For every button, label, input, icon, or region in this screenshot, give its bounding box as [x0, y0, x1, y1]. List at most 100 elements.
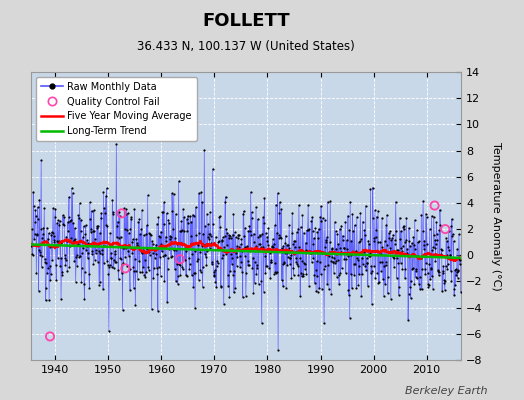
Point	[222, 251, 230, 258]
Point	[273, 269, 281, 276]
Point	[127, 214, 136, 220]
Point	[80, 296, 89, 302]
Point	[365, 253, 374, 260]
Point	[341, 250, 349, 256]
Point	[193, 256, 202, 262]
Point	[224, 272, 232, 278]
Point	[106, 254, 115, 261]
Point	[50, 239, 59, 245]
Point	[237, 236, 246, 242]
Point	[181, 245, 190, 251]
Point	[33, 232, 41, 238]
Point	[335, 244, 344, 251]
Point	[61, 254, 69, 261]
Point	[140, 272, 148, 278]
Point	[138, 207, 146, 214]
Point	[137, 250, 146, 256]
Point	[139, 232, 148, 238]
Point	[111, 259, 119, 266]
Point	[407, 278, 416, 284]
Point	[100, 205, 108, 211]
Point	[367, 270, 375, 276]
Point	[100, 260, 108, 266]
Point	[432, 241, 440, 247]
Point	[97, 246, 106, 253]
Point	[374, 239, 382, 246]
Point	[43, 235, 52, 242]
Point	[216, 283, 225, 289]
Point	[62, 238, 71, 244]
Point	[379, 246, 388, 253]
Point	[328, 254, 336, 260]
Point	[431, 237, 439, 243]
Point	[380, 238, 389, 244]
Point	[178, 264, 187, 270]
Point	[187, 218, 195, 225]
Point	[141, 230, 150, 237]
Point	[298, 212, 307, 218]
Point	[158, 248, 166, 255]
Point	[381, 281, 389, 287]
Point	[275, 234, 283, 241]
Point	[114, 276, 123, 282]
Point	[311, 225, 320, 232]
Point	[408, 240, 416, 246]
Point	[127, 216, 135, 222]
Point	[274, 346, 282, 353]
Point	[145, 266, 153, 273]
Point	[198, 242, 206, 249]
Point	[252, 243, 260, 250]
Point	[41, 297, 50, 304]
Point	[181, 272, 190, 278]
Point	[149, 250, 157, 256]
Point	[414, 253, 422, 259]
Point	[87, 226, 95, 232]
Point	[106, 230, 114, 236]
Point	[330, 270, 338, 276]
Point	[268, 243, 277, 250]
Point	[364, 283, 372, 289]
Point	[263, 238, 271, 244]
Point	[398, 266, 407, 272]
Point	[355, 271, 363, 278]
Point	[362, 267, 370, 273]
Point	[212, 263, 221, 269]
Point	[143, 246, 151, 252]
Point	[116, 213, 124, 219]
Point	[63, 268, 71, 274]
Point	[355, 263, 364, 269]
Point	[218, 255, 226, 261]
Point	[332, 245, 341, 252]
Point	[322, 239, 331, 246]
Point	[80, 281, 88, 287]
Point	[172, 278, 180, 285]
Point	[351, 248, 359, 255]
Point	[40, 238, 48, 244]
Point	[179, 241, 188, 248]
Point	[173, 261, 181, 268]
Point	[444, 260, 452, 267]
Point	[138, 269, 147, 275]
Point	[263, 234, 271, 240]
Point	[297, 273, 305, 280]
Point	[326, 258, 335, 265]
Point	[390, 255, 399, 261]
Point	[371, 275, 379, 282]
Point	[435, 269, 444, 275]
Point	[56, 218, 64, 224]
Point	[438, 247, 446, 254]
Point	[196, 267, 204, 273]
Point	[361, 232, 369, 238]
Point	[200, 242, 208, 248]
Point	[39, 230, 47, 237]
Point	[258, 243, 267, 250]
Point	[254, 216, 262, 222]
Point	[74, 240, 82, 247]
Point	[405, 238, 413, 245]
Point	[190, 269, 198, 276]
Point	[428, 273, 436, 280]
Point	[61, 262, 70, 268]
Point	[380, 262, 388, 269]
Point	[272, 230, 281, 236]
Point	[451, 282, 460, 288]
